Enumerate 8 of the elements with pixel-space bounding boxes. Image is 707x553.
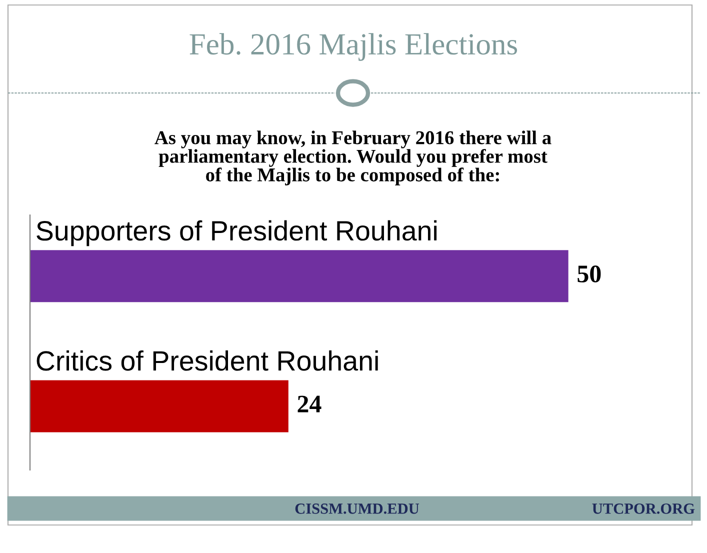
y-tick-label: Supporters of President Rouhani: [36, 220, 437, 246]
text: CISSM.UMD.EDU: [295, 504, 420, 514]
chart-title: Feb. 2016 Majlis Elections: [190, 33, 518, 61]
data-label: 24: [298, 396, 322, 412]
data-label: 50: [578, 266, 601, 282]
chart-subtitle: As you may know, in February 2016 there will a parliamentary election. Would you prefer most of the Majlis to be composed of the:: [154, 130, 552, 186]
text: UTCPOR.ORG: [592, 504, 695, 514]
y-tick-label: Critics of President Rouhani: [36, 350, 378, 371]
